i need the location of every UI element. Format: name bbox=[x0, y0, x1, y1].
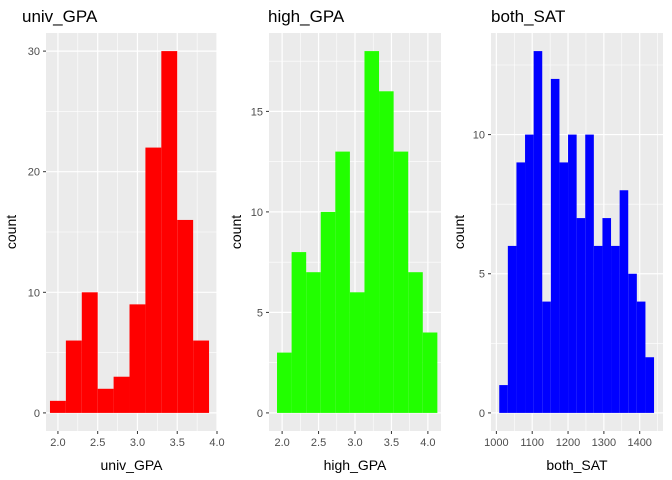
histogram-bar bbox=[349, 292, 365, 413]
histogram-bar bbox=[113, 376, 130, 413]
histogram-bar bbox=[533, 51, 543, 413]
x-tick-label: 1400 bbox=[627, 437, 651, 449]
histogram-bar bbox=[364, 51, 380, 413]
histogram-bar bbox=[422, 332, 438, 413]
histogram-bar bbox=[177, 219, 194, 413]
x-tick-label: 1000 bbox=[484, 437, 508, 449]
y-tick-label: 5 bbox=[479, 269, 485, 281]
histogram-bar bbox=[628, 273, 637, 413]
histogram-bar bbox=[636, 301, 646, 413]
histogram-bar bbox=[525, 134, 534, 413]
histogram-bar bbox=[611, 245, 620, 413]
histogram-bar bbox=[499, 385, 508, 413]
x-tick-label: 2.0 bbox=[274, 437, 289, 449]
histogram-bar bbox=[393, 151, 409, 413]
x-tick-label: 4.0 bbox=[209, 437, 224, 449]
histogram-bar bbox=[306, 272, 321, 413]
panel-both-SAT: 1000 1100 1200 1300 1400 0 5 10 both_SAT both_SAT… bbox=[451, 7, 663, 473]
x-tick-label: 3.5 bbox=[170, 437, 185, 449]
y-tick-label: 30 bbox=[28, 46, 40, 58]
y-tick-label: 0 bbox=[257, 408, 263, 420]
x-tick-label: 1300 bbox=[592, 437, 616, 449]
histogram-bar bbox=[291, 252, 307, 413]
panel-title: univ_GPA bbox=[22, 7, 98, 26]
histogram-bar bbox=[129, 304, 146, 413]
histogram-bar bbox=[145, 147, 162, 413]
panel-title: high_GPA bbox=[268, 7, 345, 26]
y-tick-label: 10 bbox=[251, 207, 263, 219]
histogram-bar bbox=[335, 151, 350, 413]
x-tick-label: 3.0 bbox=[347, 437, 362, 449]
histogram-bar bbox=[507, 245, 517, 413]
histogram-bar bbox=[585, 134, 594, 413]
x-tick-label: 3.5 bbox=[384, 437, 399, 449]
x-tick-label: 4.0 bbox=[420, 437, 435, 449]
histogram-bar bbox=[619, 190, 629, 413]
y-tick-label: 15 bbox=[251, 106, 263, 118]
y-tick-label: 0 bbox=[479, 408, 485, 420]
y-axis-title: count bbox=[451, 215, 467, 249]
histogram-bar bbox=[550, 78, 560, 413]
x-axis-title: high_GPA bbox=[324, 457, 387, 473]
histogram-bar bbox=[542, 301, 551, 413]
histogram-bar bbox=[277, 352, 292, 413]
x-tick-label: 2.0 bbox=[50, 437, 65, 449]
histogram-bar bbox=[161, 51, 178, 413]
y-tick-label: 0 bbox=[34, 408, 40, 420]
histogram-bar bbox=[645, 357, 655, 413]
histogram-bar bbox=[65, 340, 82, 413]
histogram-bar bbox=[81, 292, 98, 413]
histogram-bar bbox=[559, 162, 569, 413]
x-tick-label: 3.0 bbox=[130, 437, 145, 449]
histogram-bar bbox=[593, 245, 603, 413]
y-tick-label: 20 bbox=[28, 167, 40, 179]
histogram-bar bbox=[379, 91, 394, 413]
panel-title: both_SAT bbox=[491, 7, 565, 26]
x-tick-label: 1100 bbox=[520, 437, 544, 449]
x-axis-title: both_SAT bbox=[546, 457, 608, 473]
y-tick-label: 5 bbox=[257, 307, 263, 319]
y-tick-label: 10 bbox=[28, 287, 40, 299]
histogram-bar bbox=[320, 211, 336, 413]
histogram-bar bbox=[568, 134, 577, 413]
x-tick-label: 1200 bbox=[556, 437, 580, 449]
histogram-bar bbox=[516, 162, 526, 413]
histogram-bar bbox=[602, 218, 612, 413]
histogram-bar bbox=[49, 400, 66, 413]
histogram-bar bbox=[408, 272, 423, 413]
panel-high-GPA: 2.0 2.5 3.0 3.5 4.0051015high_GPAhigh_GPAcou… bbox=[228, 7, 441, 473]
panel-univ-GPA: 2.0 2.5 3.0 3.5 4.00102030univ_GPAuniv_GPAco… bbox=[3, 7, 225, 473]
x-axis-title: univ_GPA bbox=[101, 457, 164, 473]
y-axis-title: count bbox=[228, 215, 244, 249]
y-axis-title: count bbox=[3, 215, 19, 249]
y-tick-label: 10 bbox=[473, 130, 485, 142]
x-tick-label: 2.5 bbox=[311, 437, 326, 449]
histogram-bar bbox=[193, 340, 210, 413]
x-tick-label: 2.5 bbox=[90, 437, 105, 449]
histogram-bar bbox=[576, 218, 586, 413]
histogram-bar bbox=[97, 388, 114, 413]
